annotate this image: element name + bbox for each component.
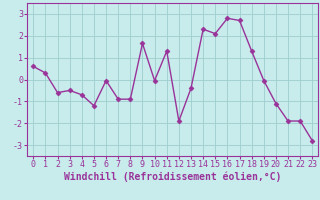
X-axis label: Windchill (Refroidissement éolien,°C): Windchill (Refroidissement éolien,°C) xyxy=(64,172,282,182)
